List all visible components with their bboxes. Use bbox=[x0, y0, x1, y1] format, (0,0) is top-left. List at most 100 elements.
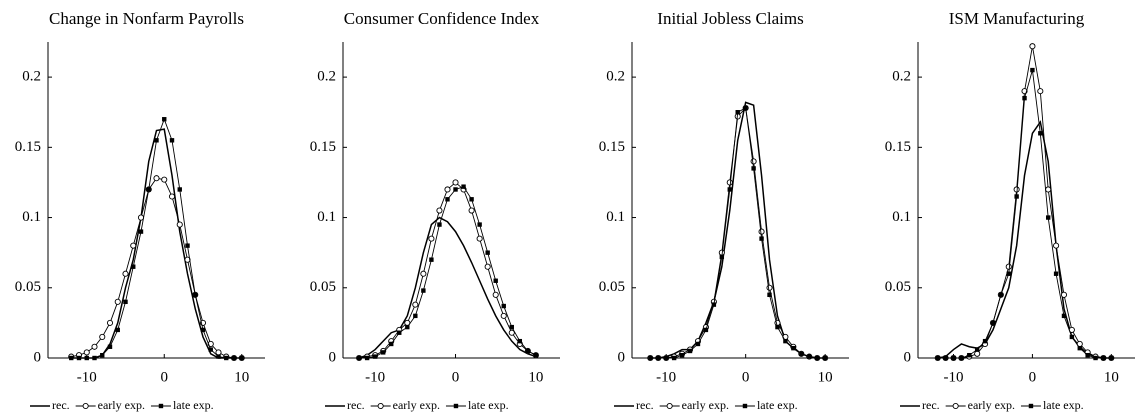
point-marker bbox=[380, 350, 386, 355]
y-tick-label: 0.15 bbox=[15, 139, 41, 155]
point-marker bbox=[703, 327, 709, 333]
legend-label: late exp. bbox=[757, 398, 798, 412]
legend-label: rec. bbox=[347, 398, 365, 412]
x-tick-label: -10 bbox=[656, 369, 676, 385]
point-marker bbox=[687, 348, 693, 354]
point-marker bbox=[107, 344, 113, 349]
chart-title: Consumer Confidence Index bbox=[344, 9, 540, 28]
y-tick-label: 0.1 bbox=[22, 209, 41, 225]
point-marker bbox=[99, 333, 106, 340]
point-marker bbox=[162, 117, 167, 122]
legend-marker bbox=[952, 402, 959, 410]
y-tick-label: 0.05 bbox=[885, 279, 911, 295]
legend-label: early exp. bbox=[393, 398, 440, 412]
point-marker bbox=[951, 355, 956, 361]
point-marker bbox=[477, 222, 482, 227]
chart-title: Change in Nonfarm Payrolls bbox=[49, 9, 244, 28]
point-marker bbox=[783, 338, 788, 344]
point-marker bbox=[508, 329, 515, 336]
point-marker bbox=[397, 330, 402, 335]
point-marker bbox=[131, 264, 136, 269]
x-tick-label: 10 bbox=[528, 369, 543, 385]
point-marker bbox=[444, 186, 451, 193]
y-tick-label: 0 bbox=[329, 349, 337, 365]
point-marker bbox=[1022, 95, 1027, 101]
point-marker bbox=[208, 347, 213, 352]
point-marker bbox=[759, 236, 764, 241]
point-marker bbox=[146, 187, 151, 192]
point-marker bbox=[775, 324, 780, 330]
point-marker bbox=[445, 197, 450, 202]
point-marker bbox=[679, 352, 685, 358]
y-tick-label: 0.2 bbox=[317, 69, 336, 85]
point-marker bbox=[974, 350, 981, 357]
point-marker bbox=[517, 338, 523, 344]
legend-label: rec. bbox=[52, 398, 70, 412]
point-marker bbox=[1045, 186, 1052, 193]
y-tick-label: 0.05 bbox=[15, 279, 41, 295]
point-marker bbox=[114, 298, 121, 305]
point-marker bbox=[791, 345, 796, 351]
point-marker bbox=[1093, 355, 1098, 361]
point-marker bbox=[200, 327, 206, 333]
y-tick-label: 0.1 bbox=[317, 209, 336, 225]
series-line bbox=[937, 69, 1112, 359]
y-tick-label: 0 bbox=[618, 349, 626, 365]
x-tick-label: -10 bbox=[365, 369, 385, 385]
point-marker bbox=[452, 179, 459, 186]
point-marker bbox=[974, 347, 980, 352]
point-marker bbox=[719, 254, 725, 260]
point-marker bbox=[122, 270, 129, 277]
point-marker bbox=[115, 327, 120, 333]
x-tick-label: 0 bbox=[742, 369, 750, 385]
point-marker bbox=[1053, 242, 1060, 249]
series-line bbox=[71, 117, 242, 359]
point-marker bbox=[130, 242, 137, 249]
point-marker bbox=[193, 292, 198, 297]
series-line bbox=[358, 216, 537, 359]
point-marker bbox=[967, 352, 972, 358]
point-marker bbox=[84, 355, 89, 361]
legend-label: late exp. bbox=[1043, 398, 1084, 412]
legend-label: early exp. bbox=[98, 398, 145, 412]
series-line bbox=[937, 120, 1112, 359]
point-marker bbox=[1046, 215, 1051, 220]
point-marker bbox=[405, 324, 410, 330]
point-marker bbox=[500, 312, 507, 319]
series-line bbox=[71, 128, 242, 359]
point-marker bbox=[176, 221, 183, 228]
point-marker bbox=[990, 320, 996, 326]
x-tick-label: 0 bbox=[1029, 369, 1037, 385]
point-marker bbox=[799, 351, 804, 356]
point-marker bbox=[436, 207, 443, 214]
point-marker bbox=[372, 354, 378, 359]
point-marker bbox=[485, 250, 490, 255]
x-tick-label: 0 bbox=[452, 369, 460, 385]
legend-marker bbox=[158, 403, 164, 409]
y-tick-label: 0.05 bbox=[310, 279, 336, 295]
point-marker bbox=[750, 158, 757, 165]
point-marker bbox=[428, 235, 435, 242]
point-marker bbox=[492, 291, 499, 298]
point-marker bbox=[525, 348, 531, 354]
point-marker bbox=[83, 349, 90, 356]
series-line bbox=[650, 101, 826, 359]
point-marker bbox=[123, 299, 128, 305]
point-marker bbox=[429, 257, 434, 262]
point-marker bbox=[216, 354, 221, 359]
point-marker bbox=[389, 341, 394, 347]
point-marker bbox=[998, 292, 1004, 297]
point-marker bbox=[767, 292, 772, 297]
y-tick-label: 0.2 bbox=[892, 69, 911, 85]
point-marker bbox=[656, 355, 661, 361]
legend-label: early exp. bbox=[682, 398, 729, 412]
point-marker bbox=[437, 222, 442, 227]
y-tick-label: 0.05 bbox=[599, 279, 625, 295]
point-marker bbox=[1109, 355, 1114, 361]
point-marker bbox=[1030, 67, 1035, 73]
point-marker bbox=[726, 179, 733, 186]
legend-label: rec. bbox=[636, 398, 654, 412]
point-marker bbox=[943, 355, 948, 361]
